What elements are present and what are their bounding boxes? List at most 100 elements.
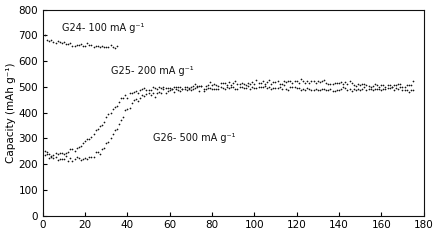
Y-axis label: Capacity (mAh g⁻¹): Capacity (mAh g⁻¹) bbox=[6, 62, 15, 163]
Point bbox=[73, 43, 80, 46]
Point bbox=[132, 97, 139, 101]
Point bbox=[379, 88, 386, 91]
Point bbox=[48, 38, 55, 42]
Point bbox=[81, 44, 88, 48]
Point bbox=[100, 45, 107, 49]
Point bbox=[341, 80, 348, 84]
Point bbox=[341, 86, 348, 90]
Point bbox=[56, 40, 63, 44]
Point bbox=[75, 43, 82, 47]
Point bbox=[84, 157, 91, 161]
Point bbox=[332, 81, 339, 85]
Point bbox=[396, 82, 403, 86]
Point bbox=[41, 149, 48, 153]
Point bbox=[126, 91, 133, 95]
Point bbox=[111, 46, 118, 50]
Point bbox=[299, 87, 306, 90]
Point bbox=[102, 45, 110, 49]
Point bbox=[229, 81, 236, 84]
Point bbox=[366, 87, 373, 90]
Point bbox=[94, 150, 101, 154]
Point bbox=[94, 127, 101, 131]
Point bbox=[105, 112, 112, 116]
Point bbox=[269, 86, 276, 90]
Point bbox=[400, 88, 407, 92]
Point bbox=[324, 82, 331, 86]
Point bbox=[136, 96, 143, 100]
Point bbox=[172, 87, 179, 91]
Point bbox=[219, 86, 226, 90]
Point bbox=[314, 88, 321, 92]
Point bbox=[180, 85, 187, 89]
Point bbox=[231, 79, 238, 83]
Point bbox=[332, 88, 339, 92]
Point bbox=[48, 154, 55, 158]
Point bbox=[305, 82, 312, 85]
Point bbox=[159, 87, 166, 91]
Point bbox=[252, 87, 259, 90]
Point bbox=[318, 80, 325, 83]
Point bbox=[353, 87, 360, 91]
Point bbox=[345, 79, 352, 83]
Point bbox=[162, 91, 169, 95]
Point bbox=[200, 89, 207, 93]
Point bbox=[81, 156, 88, 160]
Point bbox=[272, 86, 279, 90]
Point bbox=[179, 87, 186, 91]
Point bbox=[371, 87, 378, 91]
Point bbox=[248, 80, 255, 84]
Point bbox=[130, 90, 137, 94]
Point bbox=[398, 88, 405, 92]
Point bbox=[136, 88, 143, 92]
Point bbox=[46, 39, 53, 42]
Point bbox=[56, 157, 63, 161]
Point bbox=[261, 82, 268, 86]
Point bbox=[290, 80, 297, 83]
Point bbox=[381, 87, 388, 91]
Point bbox=[58, 41, 65, 45]
Point bbox=[208, 88, 215, 91]
Point bbox=[396, 85, 403, 88]
Point bbox=[278, 87, 285, 91]
Point bbox=[90, 155, 97, 159]
Point bbox=[202, 84, 209, 88]
Point bbox=[147, 93, 154, 97]
Point bbox=[84, 137, 91, 141]
Point bbox=[164, 89, 171, 93]
Point bbox=[309, 79, 316, 83]
Point bbox=[98, 123, 105, 127]
Point bbox=[134, 91, 141, 95]
Point bbox=[246, 87, 253, 91]
Point bbox=[284, 88, 291, 92]
Point bbox=[343, 82, 350, 86]
Point bbox=[339, 82, 346, 86]
Point bbox=[392, 83, 399, 87]
Point bbox=[373, 83, 380, 87]
Point bbox=[43, 38, 50, 42]
Point bbox=[233, 87, 240, 91]
Point bbox=[276, 85, 283, 89]
Point bbox=[153, 91, 160, 95]
Point bbox=[54, 39, 61, 43]
Point bbox=[322, 81, 329, 85]
Point bbox=[107, 111, 114, 115]
Point bbox=[63, 42, 70, 45]
Point bbox=[63, 154, 70, 158]
Point bbox=[394, 82, 401, 86]
Point bbox=[128, 91, 135, 94]
Point bbox=[223, 85, 230, 89]
Point bbox=[324, 88, 331, 92]
Point bbox=[126, 106, 133, 110]
Point bbox=[347, 82, 354, 85]
Point bbox=[172, 85, 179, 89]
Point bbox=[56, 152, 63, 155]
Point bbox=[198, 84, 205, 88]
Point bbox=[141, 95, 148, 98]
Point bbox=[81, 139, 88, 143]
Point bbox=[166, 88, 173, 92]
Point bbox=[189, 87, 196, 91]
Point bbox=[328, 82, 336, 86]
Point bbox=[301, 88, 308, 92]
Point bbox=[115, 101, 122, 104]
Point bbox=[128, 101, 135, 105]
